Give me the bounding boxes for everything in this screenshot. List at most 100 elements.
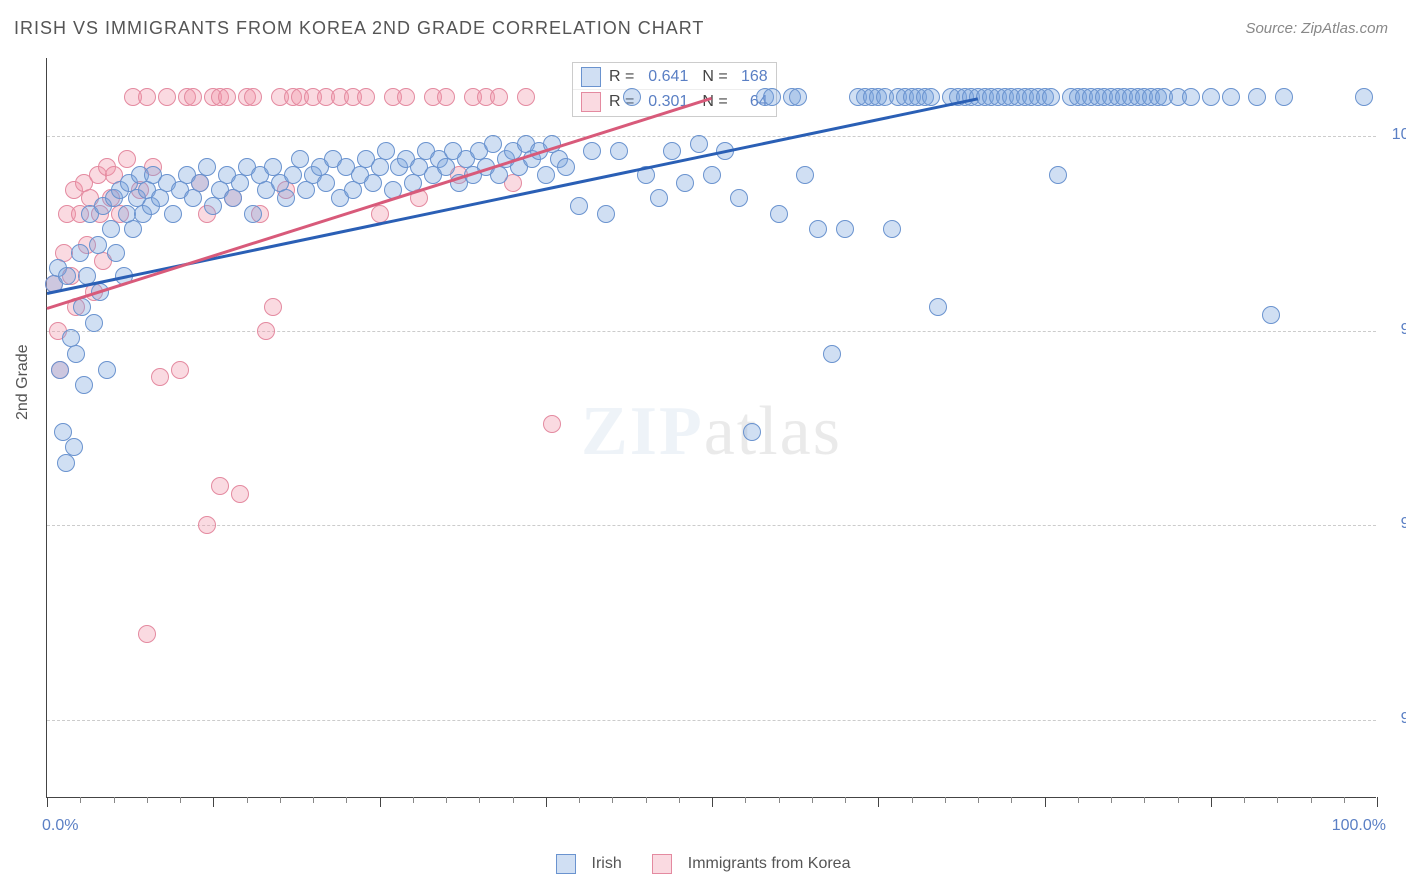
- data-point: [231, 485, 249, 503]
- data-point: [397, 88, 415, 106]
- x-tick-minor: [80, 797, 81, 803]
- data-point: [610, 142, 628, 160]
- data-point: [218, 88, 236, 106]
- n-label: N =: [702, 68, 727, 86]
- data-point: [883, 220, 901, 238]
- n-label: N =: [702, 93, 727, 111]
- x-tick-minor: [1111, 797, 1112, 803]
- data-point: [164, 205, 182, 223]
- data-point: [357, 88, 375, 106]
- x-tick-minor: [147, 797, 148, 803]
- data-point: [198, 158, 216, 176]
- n-value: 168: [728, 68, 768, 86]
- source-label: Source: ZipAtlas.com: [1245, 20, 1388, 37]
- data-point: [371, 158, 389, 176]
- data-point: [85, 314, 103, 332]
- data-point: [344, 181, 362, 199]
- x-label-left: 0.0%: [42, 817, 78, 835]
- x-tick-minor: [1244, 797, 1245, 803]
- data-point: [1248, 88, 1266, 106]
- data-point: [490, 88, 508, 106]
- gridline: [47, 136, 1376, 137]
- data-point: [284, 166, 302, 184]
- watermark: ZIPatlas: [581, 392, 842, 472]
- x-tick-major: [47, 797, 48, 807]
- x-tick-minor: [180, 797, 181, 803]
- legend-swatch: [652, 854, 672, 874]
- data-point: [364, 174, 382, 192]
- x-tick-major: [1211, 797, 1212, 807]
- data-point: [244, 205, 262, 223]
- data-point: [138, 625, 156, 643]
- data-point: [570, 197, 588, 215]
- legend-label: Irish: [592, 855, 622, 873]
- data-point: [377, 142, 395, 160]
- data-point: [204, 197, 222, 215]
- data-point: [89, 236, 107, 254]
- x-tick-minor: [612, 797, 613, 803]
- data-point: [51, 361, 69, 379]
- data-point: [1355, 88, 1373, 106]
- data-point: [597, 205, 615, 223]
- x-tick-major: [380, 797, 381, 807]
- x-tick-minor: [1277, 797, 1278, 803]
- x-tick-minor: [812, 797, 813, 803]
- y-tick-label: 95.0%: [1386, 515, 1406, 533]
- data-point: [1049, 166, 1067, 184]
- data-point: [583, 142, 601, 160]
- data-point: [211, 477, 229, 495]
- data-point: [124, 220, 142, 238]
- data-point: [809, 220, 827, 238]
- x-tick-major: [712, 797, 713, 807]
- data-point: [151, 368, 169, 386]
- legend-swatch: [556, 854, 576, 874]
- x-tick-minor: [247, 797, 248, 803]
- data-point: [297, 181, 315, 199]
- data-point: [537, 166, 555, 184]
- x-tick-minor: [346, 797, 347, 803]
- x-tick-minor: [1178, 797, 1179, 803]
- x-tick-minor: [579, 797, 580, 803]
- data-point: [650, 189, 668, 207]
- x-tick-major: [1045, 797, 1046, 807]
- data-point: [823, 345, 841, 363]
- data-point: [1262, 306, 1280, 324]
- x-tick-minor: [313, 797, 314, 803]
- x-tick-minor: [1344, 797, 1345, 803]
- y-tick-label: 97.5%: [1386, 321, 1406, 339]
- data-point: [75, 376, 93, 394]
- data-point: [623, 88, 641, 106]
- data-point: [244, 88, 262, 106]
- x-tick-minor: [479, 797, 480, 803]
- data-point: [58, 267, 76, 285]
- data-point: [198, 516, 216, 534]
- data-point: [1042, 88, 1060, 106]
- x-tick-minor: [912, 797, 913, 803]
- data-point: [437, 88, 455, 106]
- legend-item: Irish: [556, 854, 622, 874]
- x-tick-minor: [280, 797, 281, 803]
- data-point: [67, 345, 85, 363]
- r-label: R =: [609, 68, 634, 86]
- legend-row: R =0.641N =168: [573, 65, 776, 90]
- data-point: [57, 454, 75, 472]
- data-point: [922, 88, 940, 106]
- data-point: [158, 88, 176, 106]
- data-point: [770, 205, 788, 223]
- x-tick-minor: [446, 797, 447, 803]
- data-point: [317, 174, 335, 192]
- data-point: [557, 158, 575, 176]
- data-point: [277, 189, 295, 207]
- x-tick-major: [213, 797, 214, 807]
- series-legend: IrishImmigrants from Korea: [0, 854, 1406, 874]
- data-point: [231, 174, 249, 192]
- data-point: [796, 166, 814, 184]
- x-tick-minor: [1011, 797, 1012, 803]
- x-tick-minor: [1144, 797, 1145, 803]
- x-tick-minor: [745, 797, 746, 803]
- data-point: [543, 415, 561, 433]
- y-tick-label: 100.0%: [1386, 126, 1406, 144]
- x-tick-minor: [845, 797, 846, 803]
- data-point: [1202, 88, 1220, 106]
- scatter-plot: ZIPatlas R =0.641N =168R =0.301N =64 92.…: [46, 58, 1376, 798]
